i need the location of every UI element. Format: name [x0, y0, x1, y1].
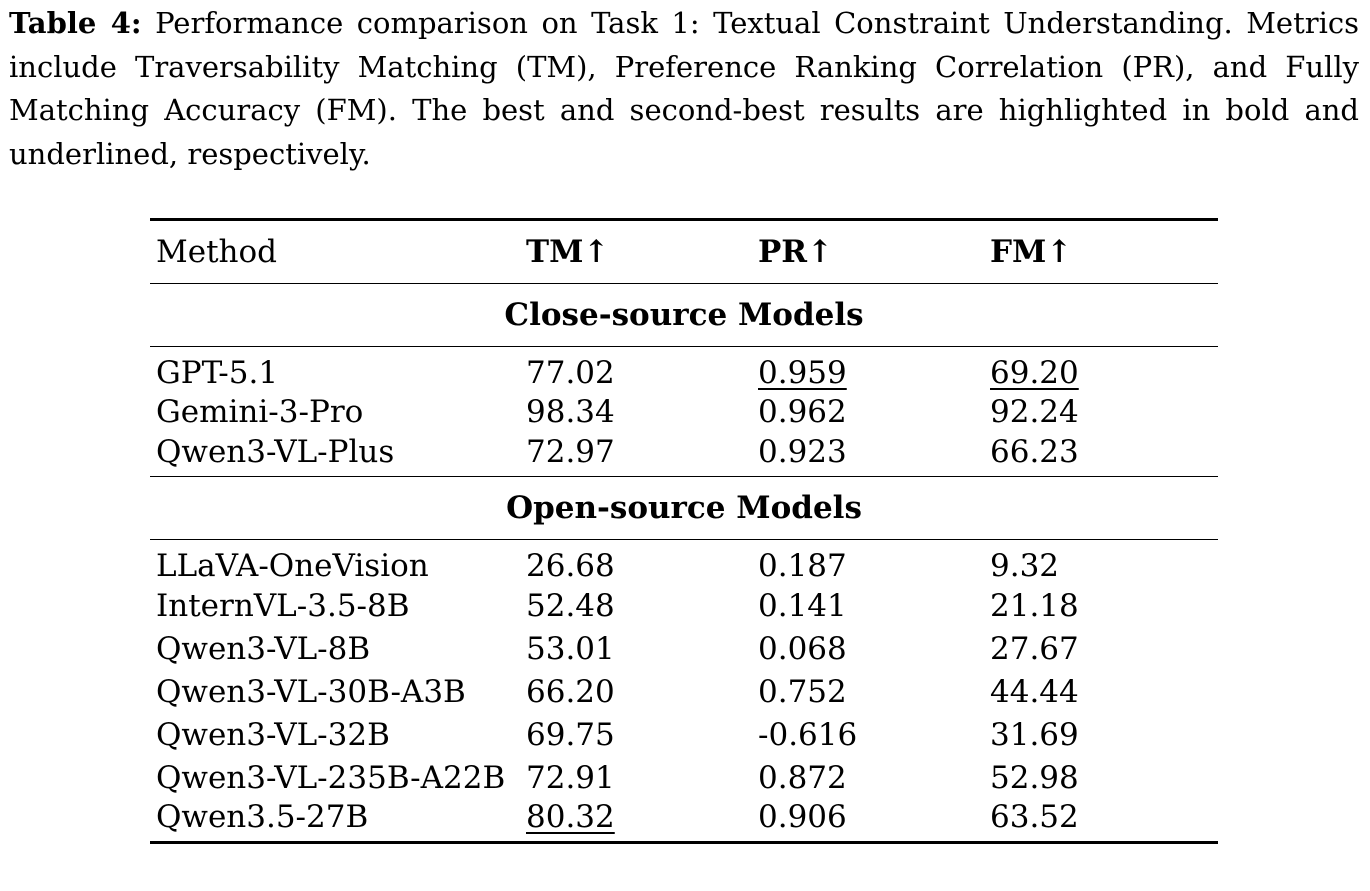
pr-cell: 0.141 — [758, 587, 847, 624]
pr-cell: 0.187 — [758, 548, 847, 584]
fm-cell: 69.20 — [990, 354, 1079, 391]
method-cell: Qwen3.5-27B — [156, 799, 369, 835]
caption-text: Performance comparison on Task 1: Textua… — [9, 6, 1359, 171]
group-header-close-source: Close-source Models — [150, 282, 1218, 347]
table-row: Qwen3-VL-Plus 72.97 0.923 66.23 — [150, 434, 1218, 477]
tm-cell: 66.20 — [526, 673, 615, 710]
table-row: Qwen3-VL-30B-A3B 66.20 0.752 44.44 — [150, 670, 1218, 713]
method-cell: Qwen3-VL-32B — [156, 716, 390, 753]
method-cell: Qwen3-VL-30B-A3B — [156, 673, 466, 710]
tm-cell: 98.34 — [526, 394, 615, 430]
method-cell: InternVL-3.5-8B — [156, 587, 410, 624]
tm-cell: 77.02 — [526, 354, 615, 391]
pr-cell: 0.923 — [758, 433, 847, 470]
method-cell: LLaVA-OneVision — [156, 548, 429, 584]
header-method: Method — [156, 233, 278, 270]
pr-cell: 0.959 — [758, 354, 847, 391]
table-row: Qwen3.5-27B 80.32 0.906 63.52 — [150, 799, 1218, 843]
table-row: GPT-5.1 77.02 0.959 69.20 — [150, 346, 1218, 391]
header-row: Method TM↑ PR↑ FM↑ — [150, 221, 1218, 283]
table-row: InternVL-3.5-8B 52.48 0.141 21.18 — [150, 584, 1218, 627]
fm-cell: 92.24 — [990, 394, 1079, 430]
table-row: Gemini-3-Pro 98.34 0.962 92.24 — [150, 391, 1218, 434]
group-header-open-source: Open-source Models — [150, 476, 1218, 540]
tm-cell: 72.91 — [526, 759, 615, 796]
tm-cell: 53.01 — [526, 630, 615, 667]
header-fm: FM↑ — [990, 233, 1073, 270]
fm-cell: 31.69 — [990, 716, 1079, 753]
pr-cell: 0.962 — [758, 394, 847, 430]
method-cell: Qwen3-VL-Plus — [156, 433, 395, 470]
pr-cell: -0.616 — [758, 716, 858, 753]
tm-cell: 72.97 — [526, 433, 615, 470]
table-row: LLaVA-OneVision 26.68 0.187 9.32 — [150, 540, 1218, 584]
fm-cell: 21.18 — [990, 587, 1079, 624]
group-title-open-source: Open-source Models — [150, 476, 1218, 540]
fm-cell: 63.52 — [990, 799, 1079, 835]
tm-cell: 26.68 — [526, 548, 615, 584]
results-table: Method TM↑ PR↑ FM↑ Close-source Models G… — [150, 218, 1218, 845]
tm-cell: 80.32 — [526, 799, 615, 835]
fm-cell: 52.98 — [990, 759, 1079, 796]
table-row: Qwen3-VL-235B-A22B 72.91 0.872 52.98 — [150, 756, 1218, 799]
fm-cell: 27.67 — [990, 630, 1079, 667]
pr-cell: 0.752 — [758, 673, 847, 710]
fm-cell: 9.32 — [990, 548, 1060, 584]
top-rule — [150, 218, 1218, 222]
tm-cell: 69.75 — [526, 716, 615, 753]
method-cell: GPT-5.1 — [156, 354, 279, 391]
bottom-rule — [150, 841, 1218, 845]
method-cell: Qwen3-VL-235B-A22B — [156, 759, 506, 796]
group-title-close-source: Close-source Models — [150, 282, 1218, 347]
caption-label: Table 4: — [9, 6, 142, 40]
method-cell: Gemini-3-Pro — [156, 394, 364, 430]
pr-cell: 0.906 — [758, 799, 847, 835]
method-cell: Qwen3-VL-8B — [156, 630, 371, 667]
header-pr: PR↑ — [758, 233, 834, 270]
fm-cell: 44.44 — [990, 673, 1079, 710]
table-caption: Table 4: Performance comparison on Task … — [9, 2, 1359, 176]
tm-cell: 52.48 — [526, 587, 615, 624]
table-row: Qwen3-VL-8B 53.01 0.068 27.67 — [150, 627, 1218, 670]
pr-cell: 0.068 — [758, 630, 847, 667]
fm-cell: 66.23 — [990, 433, 1079, 470]
header-tm: TM↑ — [526, 233, 610, 270]
table-row: Qwen3-VL-32B 69.75 -0.616 31.69 — [150, 713, 1218, 756]
pr-cell: 0.872 — [758, 759, 847, 796]
